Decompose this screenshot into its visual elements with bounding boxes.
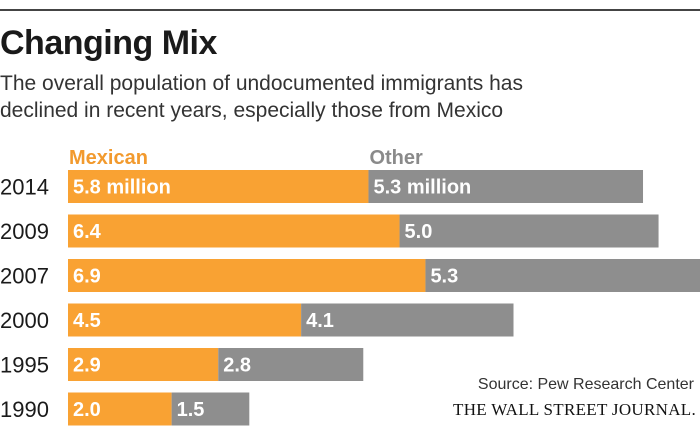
year-label-2007: 2007 — [0, 264, 49, 289]
publisher-logo: THE WALL STREET JOURNAL. — [453, 400, 696, 419]
bar-other-1990 — [171, 392, 250, 426]
bar-other-1995 — [218, 348, 364, 381]
value-label-mexican-2000: 4.5 — [73, 310, 101, 332]
legend-other: Other — [369, 147, 423, 169]
value-label-other-1990: 1.5 — [177, 399, 205, 421]
bar-mexican-2000 — [68, 303, 302, 337]
bar-other-2014 — [368, 170, 644, 203]
legend-mexican: Mexican — [69, 147, 148, 169]
value-label-mexican-2009: 6.4 — [73, 221, 102, 243]
year-label-1990: 1990 — [0, 397, 49, 422]
subtitle-line-1: The overall population of undocumented i… — [0, 72, 523, 95]
subtitle-line-2: declined in recent years, especially tho… — [0, 99, 504, 122]
bar-other-2007 — [425, 259, 700, 292]
year-label-2014: 2014 — [0, 175, 49, 200]
value-label-other-2000: 4.1 — [306, 310, 334, 332]
top-rule — [0, 9, 700, 11]
bar-other-2009 — [399, 214, 659, 248]
year-label-2000: 2000 — [0, 308, 49, 333]
value-label-mexican-1995: 2.9 — [73, 355, 101, 377]
bar-mexican-2014 — [68, 170, 369, 203]
chart-title: Changing Mix — [0, 24, 217, 62]
chart-subtitle: The overall population of undocumented i… — [0, 70, 690, 124]
bar-mexican-2007 — [68, 259, 426, 292]
bar-mexican-2009 — [68, 214, 400, 248]
year-label-2009: 2009 — [0, 219, 49, 244]
bar-mexican-1995 — [68, 348, 219, 381]
value-label-other-2009: 5.0 — [405, 221, 433, 243]
source-note: Source: Pew Research Center — [477, 376, 694, 393]
value-label-other-2014: 5.3 million — [373, 177, 471, 199]
value-label-mexican-2014: 5.8 million — [73, 177, 171, 199]
value-label-mexican-1990: 2.0 — [73, 399, 101, 421]
value-label-other-1995: 2.8 — [223, 355, 251, 377]
year-label-1995: 1995 — [0, 353, 49, 378]
value-label-mexican-2007: 6.9 — [73, 266, 101, 288]
bar-other-2000 — [301, 303, 514, 337]
bar-mexican-1990 — [68, 392, 172, 426]
value-label-other-2007: 5.3 — [430, 266, 458, 288]
